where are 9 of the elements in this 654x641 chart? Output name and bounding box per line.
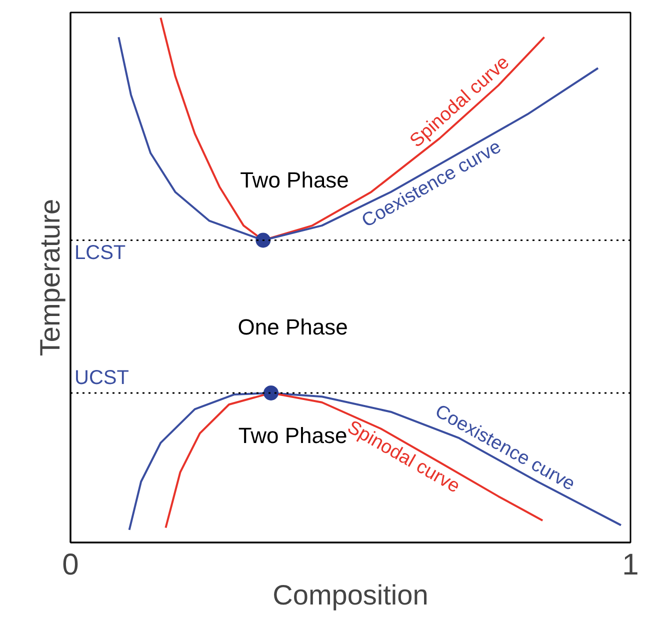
annotation: One Phase <box>238 314 348 340</box>
y-axis-title: Temperature <box>34 198 66 356</box>
x-axis-title: Composition <box>272 580 428 610</box>
annotation: Two Phase <box>240 167 349 192</box>
ref-line-label: LCST <box>74 242 126 264</box>
ref-line-label: UCST <box>74 366 129 389</box>
x-tick-label: 1 <box>622 548 639 582</box>
annotation: Two Phase <box>238 422 348 448</box>
x-tick-label: 0 <box>62 548 79 582</box>
